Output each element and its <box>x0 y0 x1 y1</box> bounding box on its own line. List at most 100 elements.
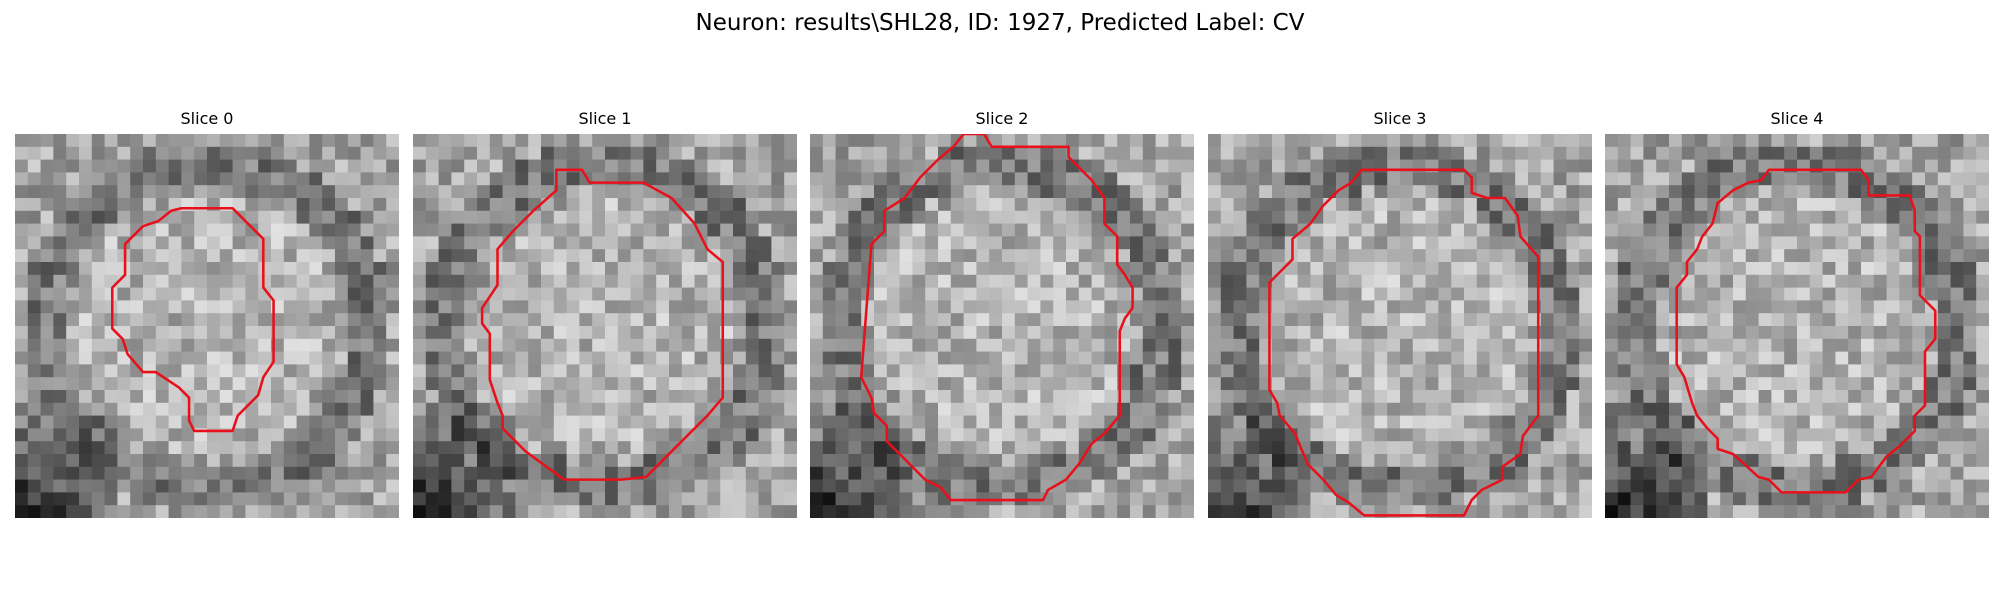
image-pixel <box>681 351 695 365</box>
image-pixel <box>733 287 747 301</box>
image-pixel <box>1835 377 1849 391</box>
image-pixel <box>1873 249 1887 263</box>
image-pixel <box>1643 428 1657 442</box>
image-pixel <box>617 505 631 518</box>
image-pixel <box>822 198 836 212</box>
image-pixel <box>1104 505 1118 518</box>
image-pixel <box>168 313 182 327</box>
image-pixel <box>617 159 631 173</box>
image-pixel <box>1540 364 1554 378</box>
image-pixel <box>283 428 297 442</box>
image-pixel <box>1336 326 1350 340</box>
image-pixel <box>874 415 888 429</box>
image-pixel <box>502 402 516 416</box>
image-pixel <box>1246 390 1260 404</box>
image-pixel <box>1412 402 1426 416</box>
image-pixel <box>1848 441 1862 455</box>
image-pixel <box>347 274 361 288</box>
image-pixel <box>360 466 374 480</box>
image-pixel <box>1272 428 1286 442</box>
image-pixel <box>784 428 797 442</box>
image-pixel <box>1014 210 1028 224</box>
image-pixel <box>1336 415 1350 429</box>
image-pixel <box>66 236 80 250</box>
image-pixel <box>1605 402 1619 416</box>
image-pixel <box>1489 415 1503 429</box>
image-pixel <box>1489 390 1503 404</box>
image-pixel <box>950 441 964 455</box>
image-pixel <box>1155 377 1169 391</box>
image-pixel <box>1142 172 1156 186</box>
image-pixel <box>1425 351 1439 365</box>
image-pixel <box>656 428 670 442</box>
image-pixel <box>1284 300 1298 314</box>
image-pixel <box>66 377 80 391</box>
image-pixel <box>477 313 491 327</box>
image-pixel <box>1220 287 1234 301</box>
image-pixel <box>258 146 272 160</box>
image-pixel <box>283 236 297 250</box>
image-pixel <box>1771 454 1785 468</box>
image-pixel <box>566 441 580 455</box>
image-pixel <box>617 134 631 148</box>
image-pixel <box>899 313 913 327</box>
image-pixel <box>541 236 555 250</box>
image-pixel <box>1040 326 1054 340</box>
image-pixel <box>1822 466 1836 480</box>
image-pixel <box>309 364 323 378</box>
image-pixel <box>925 441 939 455</box>
image-pixel <box>1208 236 1222 250</box>
image-pixel <box>104 223 118 237</box>
image-pixel <box>976 479 990 493</box>
image-pixel <box>66 300 80 314</box>
image-pixel <box>40 338 54 352</box>
image-pixel <box>27 249 41 263</box>
image-pixel <box>104 172 118 186</box>
image-pixel <box>1950 415 1964 429</box>
image-pixel <box>1797 441 1811 455</box>
image-pixel <box>1656 274 1670 288</box>
image-pixel <box>1142 402 1156 416</box>
image-pixel <box>1502 172 1516 186</box>
image-pixel <box>1681 505 1695 518</box>
image-pixel <box>1425 364 1439 378</box>
image-pixel <box>720 466 734 480</box>
image-pixel <box>1451 146 1465 160</box>
image-pixel <box>848 479 862 493</box>
image-pixel <box>1707 466 1721 480</box>
image-pixel <box>579 377 593 391</box>
image-pixel <box>347 185 361 199</box>
image-pixel <box>1272 505 1286 518</box>
image-pixel <box>912 415 926 429</box>
image-pixel <box>232 249 246 263</box>
image-pixel <box>1014 274 1028 288</box>
image-pixel <box>1771 172 1785 186</box>
image-pixel <box>899 390 913 404</box>
image-pixel <box>848 505 862 518</box>
image-pixel <box>1323 441 1337 455</box>
image-pixel <box>1361 313 1375 327</box>
image-pixel <box>1400 236 1414 250</box>
image-pixel <box>425 415 439 429</box>
image-pixel <box>720 159 734 173</box>
image-pixel <box>899 377 913 391</box>
image-pixel <box>464 338 478 352</box>
image-pixel <box>899 338 913 352</box>
image-pixel <box>360 364 374 378</box>
image-pixel <box>784 351 797 365</box>
image-pixel <box>1835 172 1849 186</box>
image-pixel <box>464 479 478 493</box>
image-pixel <box>681 338 695 352</box>
image-pixel <box>15 415 29 429</box>
image-pixel <box>784 262 797 276</box>
image-pixel <box>1630 441 1644 455</box>
image-pixel <box>1784 505 1798 518</box>
image-pixel <box>541 441 555 455</box>
image-pixel <box>1861 198 1875 212</box>
image-pixel <box>477 262 491 276</box>
image-pixel <box>1963 454 1977 468</box>
image-pixel <box>1861 313 1875 327</box>
image-pixel <box>1720 185 1734 199</box>
image-pixel <box>1168 210 1182 224</box>
image-pixel <box>53 262 67 276</box>
